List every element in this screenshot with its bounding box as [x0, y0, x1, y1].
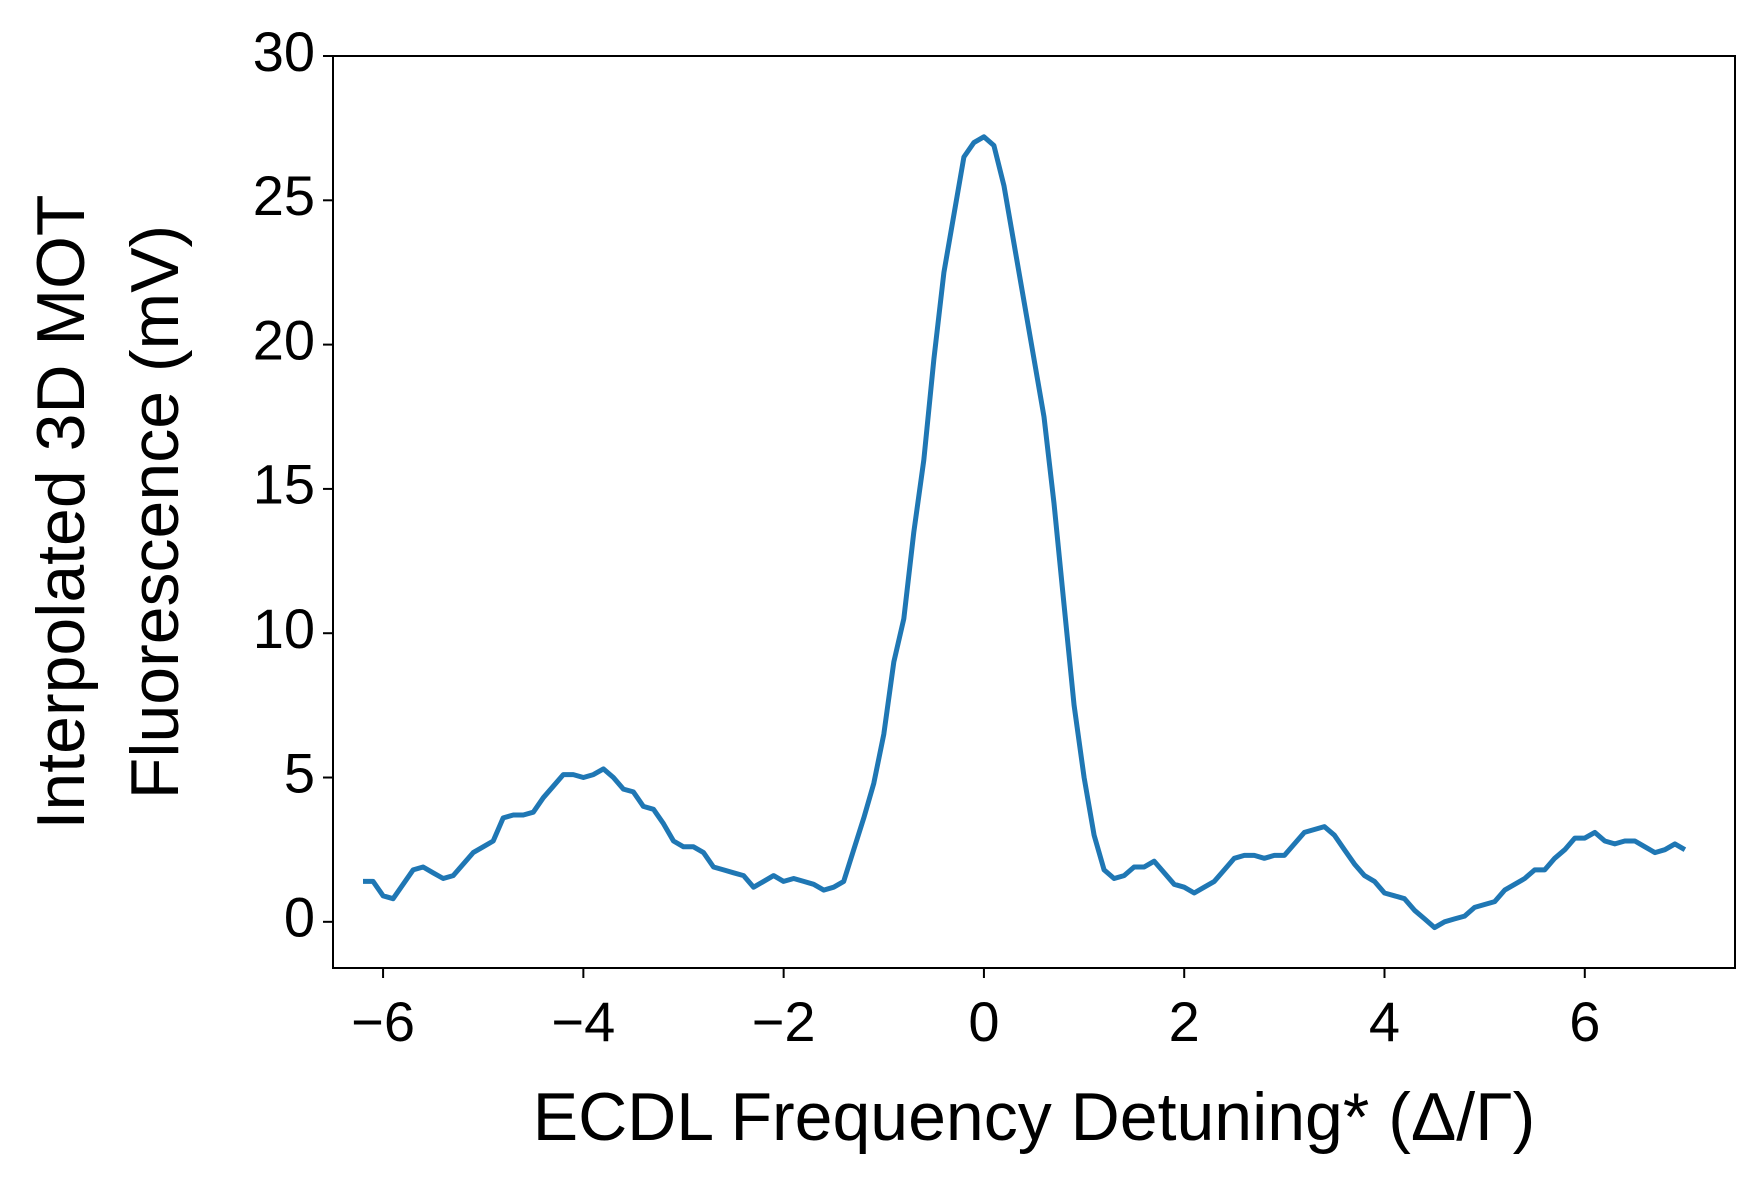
- y-tick-label: 15: [253, 453, 315, 516]
- x-tick-label: 4: [1369, 990, 1400, 1053]
- y-tick-label: 0: [284, 886, 315, 949]
- x-axis-label: ECDL Frequency Detuning* (Δ/Γ): [533, 1079, 1536, 1155]
- x-tick-label: −2: [752, 990, 816, 1053]
- x-tick-label: −6: [351, 990, 415, 1053]
- y-tick-label: 10: [253, 597, 315, 660]
- y-tick-label: 5: [284, 741, 315, 804]
- y-tick-label: 25: [253, 164, 315, 227]
- x-tick-label: 2: [1169, 990, 1200, 1053]
- x-tick-label: 6: [1569, 990, 1600, 1053]
- y-tick-label: 20: [253, 308, 315, 371]
- y-axis-label: Fluorescence (mV): [117, 225, 193, 799]
- data-line: [363, 134, 1687, 931]
- y-tick-label: 30: [253, 20, 315, 83]
- x-tick-label: −4: [551, 990, 615, 1053]
- y-axis-label: Interpolated 3D MOT: [23, 195, 99, 830]
- x-tick-label: 0: [968, 990, 999, 1053]
- plot-frame: [332, 55, 1736, 969]
